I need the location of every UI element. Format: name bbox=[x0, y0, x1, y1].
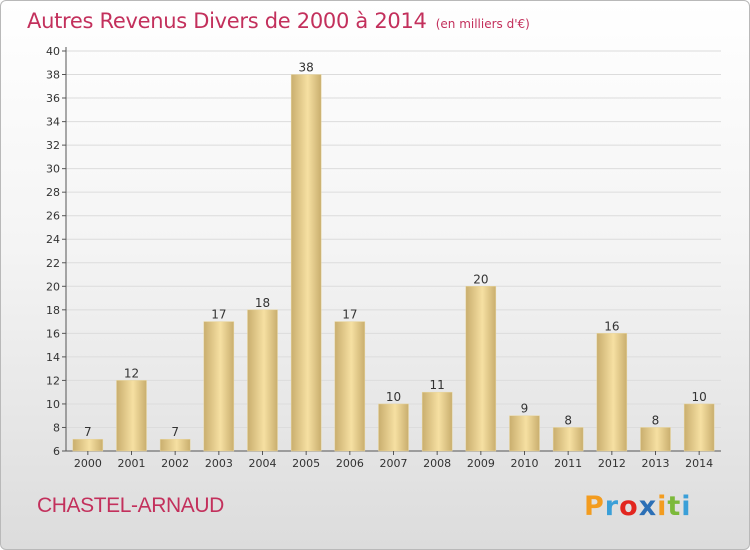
bar-2004 bbox=[247, 309, 278, 452]
x-tick-label: 2000 bbox=[74, 457, 102, 470]
x-tick-label: 2003 bbox=[205, 457, 233, 470]
y-tick-label: 20 bbox=[46, 280, 60, 293]
logo-letter: x bbox=[638, 491, 658, 522]
x-tick-label: 2010 bbox=[511, 457, 539, 470]
bar-2013 bbox=[640, 427, 671, 452]
y-tick-label: 40 bbox=[46, 45, 60, 58]
data-label: 16 bbox=[604, 319, 619, 333]
x-axis-ticks: 2000 2001 2002 2003 2004 2005 2006 2007 2008 2009… bbox=[74, 451, 713, 470]
bar-2002 bbox=[159, 438, 191, 452]
bar-2006 bbox=[334, 321, 366, 452]
bar-2000 bbox=[72, 438, 104, 452]
y-tick-label: 8 bbox=[53, 421, 60, 434]
data-label: 38 bbox=[299, 61, 314, 75]
commune-name: CHASTEL-ARNAUD bbox=[37, 494, 224, 517]
y-tick-label: 16 bbox=[46, 327, 60, 340]
y-tick-label: 32 bbox=[46, 139, 60, 152]
x-tick-label: 2001 bbox=[118, 457, 146, 470]
logo-letter: r bbox=[604, 491, 620, 522]
y-tick-label: 34 bbox=[46, 116, 60, 129]
chart-title: Autres Revenus Divers de 2000 à 2014 (en… bbox=[27, 9, 530, 33]
x-tick-label: 2005 bbox=[292, 457, 320, 470]
data-label: 7 bbox=[171, 425, 179, 439]
bar-2003 bbox=[203, 321, 235, 452]
x-tick-label: 2002 bbox=[161, 457, 189, 470]
bars bbox=[72, 74, 715, 452]
y-tick-label: 24 bbox=[46, 233, 60, 246]
x-tick-label: 2004 bbox=[249, 457, 277, 470]
x-tick-label: 2012 bbox=[598, 457, 626, 470]
logo-letter: o bbox=[619, 491, 639, 522]
data-label: 7 bbox=[84, 425, 92, 439]
y-tick-label: 28 bbox=[46, 186, 60, 199]
bar-2001 bbox=[116, 380, 147, 452]
bar-2005 bbox=[290, 74, 322, 452]
logo-letter: P bbox=[584, 491, 605, 522]
bar-2012 bbox=[596, 333, 628, 452]
y-tick-label: 22 bbox=[46, 257, 60, 270]
x-tick-label: 2006 bbox=[336, 457, 364, 470]
y-axis-ticks: 6 8 10 12 14 16 18 20 22 24 26 28 30 32 34 36 38 40 bbox=[46, 45, 66, 458]
x-tick-label: 2009 bbox=[467, 457, 495, 470]
data-label: 20 bbox=[473, 272, 488, 286]
logo-letter: t bbox=[667, 491, 682, 522]
proxiti-logo: Proxiti bbox=[584, 491, 692, 522]
data-label: 12 bbox=[124, 366, 139, 380]
logo-letter: i bbox=[681, 491, 692, 522]
y-tick-label: 14 bbox=[46, 351, 60, 364]
y-tick-label: 38 bbox=[46, 69, 60, 82]
data-label: 18 bbox=[255, 296, 270, 310]
data-label: 11 bbox=[430, 378, 445, 392]
x-tick-label: 2011 bbox=[554, 457, 582, 470]
logo-letter: i bbox=[657, 491, 668, 522]
y-tick-label: 30 bbox=[46, 163, 60, 176]
x-tick-label: 2007 bbox=[380, 457, 408, 470]
data-label: 8 bbox=[652, 413, 660, 427]
data-labels: 7 12 7 17 18 38 17 10 11 20 9 8 16 8 10 bbox=[84, 61, 707, 440]
y-tick-label: 12 bbox=[46, 374, 60, 387]
data-label: 17 bbox=[211, 308, 226, 322]
data-label: 17 bbox=[342, 308, 357, 322]
x-tick-label: 2008 bbox=[423, 457, 451, 470]
y-tick-label: 36 bbox=[46, 92, 60, 105]
data-label: 10 bbox=[386, 390, 401, 404]
x-tick-label: 2014 bbox=[685, 457, 713, 470]
data-label: 8 bbox=[564, 413, 572, 427]
y-tick-label: 18 bbox=[46, 304, 60, 317]
title-text: Autres Revenus Divers de 2000 à 2014 bbox=[27, 9, 427, 33]
bar-2010 bbox=[509, 415, 540, 452]
title-unit: (en milliers d'€) bbox=[435, 17, 530, 31]
y-tick-label: 6 bbox=[53, 445, 60, 458]
bar-2008 bbox=[421, 391, 453, 452]
bar-2014 bbox=[683, 403, 715, 452]
x-tick-label: 2013 bbox=[642, 457, 670, 470]
bar-2011 bbox=[552, 427, 584, 452]
bar-2007 bbox=[378, 403, 409, 452]
y-tick-label: 26 bbox=[46, 210, 60, 223]
y-tick-label: 10 bbox=[46, 398, 60, 411]
data-label: 10 bbox=[692, 390, 707, 404]
bar-2009 bbox=[465, 286, 497, 452]
data-label: 9 bbox=[521, 402, 529, 416]
